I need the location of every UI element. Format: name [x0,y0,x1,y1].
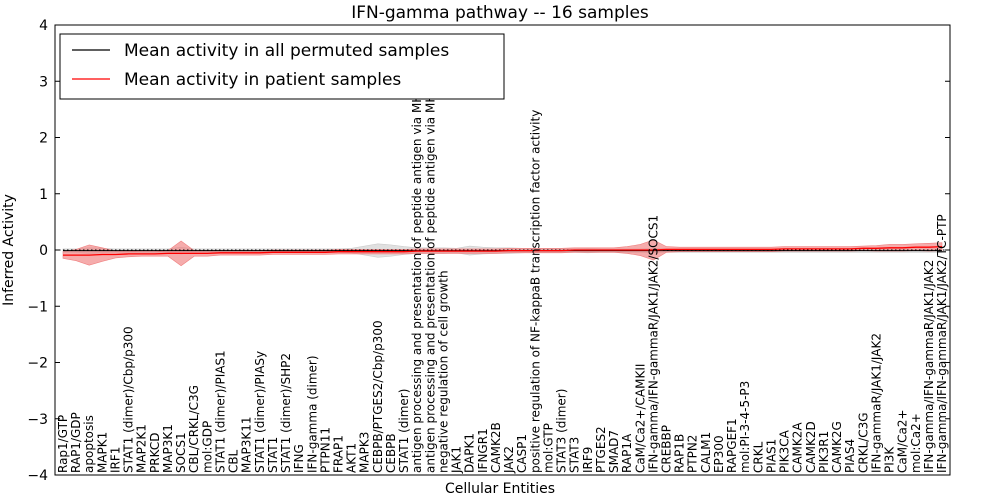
x-tick-label: CASP1 [515,434,529,473]
y-tick-label: 2 [39,131,48,147]
x-tick-label: PIK3CA [778,429,792,473]
y-tick-label: −2 [27,356,48,372]
y-tick-label: −4 [27,468,48,484]
x-tick-label: RAPGEF1 [725,418,739,473]
x-tick-label: FRAP1 [332,435,346,473]
x-tick-label: MAP3K11 [240,416,254,473]
x-tick-label: STAT1 (dimer)/PIASy [253,351,267,473]
x-axis-label: Cellular Entities [445,481,555,497]
x-tick-label: EP300 [712,435,726,473]
x-tick-label: MAPK1 [95,432,109,473]
x-tick-label: MAPK3 [358,432,372,473]
x-tick-label: IRF9 [581,447,595,473]
x-tick-label: CAMK2D [804,421,818,473]
x-tick-label: STAT3 (dimer) [555,389,569,473]
x-tick-label: PI3K [883,446,897,473]
x-tick-label: negative regulation of cell growth [437,270,451,473]
series-lines [63,245,943,256]
x-tick-label: CAMK2G [830,421,844,473]
x-tick-label: CEBPB/PTGES2/Cbp/p300 [371,320,385,473]
x-tick-label: MAP2K1 [135,424,149,473]
x-tick-label: mol:GTP [541,423,555,473]
x-tick-label: CALM1 [699,432,713,473]
x-tick-label: IFNG [292,444,306,473]
y-tick-label: 4 [39,18,48,34]
legend: Mean activity in all permuted samples Me… [59,33,505,100]
x-tick-label: AKT1 [345,443,359,473]
x-tick-label: PIAS4 [843,439,857,473]
x-tick-label: STAT1 (dimer)/Cbp/p300 [122,326,136,473]
x-tick-label: DAPK1 [463,433,477,473]
x-tick-label: JAK2 [502,446,516,474]
x-tick-labels: Rap1/GTP RAP1/GDP apoptosis MAPK1 IRF1 STAT1 … [56,41,949,474]
x-tick-label: STAT1 (dimer) [397,389,411,473]
x-tick-label: STAT1 [266,437,280,473]
x-tick-label: MAP3K1 [161,424,175,473]
x-tick-label: RAP1B [673,434,687,473]
patient-series-line [63,245,943,256]
legend-label-patient: Mean activity in patient samples [124,70,401,90]
x-tick-label: JAK1 [450,446,464,474]
x-tick-label: CAMK2A [791,422,805,473]
x-tick-label: STAT3 [568,437,582,473]
chart-title: IFN-gamma pathway -- 16 samples [351,3,649,23]
x-tick-label: CAMK2B [489,422,503,473]
x-tick-label: IFN-gamma/IFN-gammaR/JAK1/JAK2/SOCS1 [646,215,660,473]
x-tick-label: CEBPB [384,433,398,473]
x-tick-label: IFN-gamma (dimer) [305,355,319,473]
x-tick-label: PIAS1 [764,439,778,473]
x-tick-label: Rap1/GTP [56,415,70,473]
x-tick-label: antigen processing and presentation of p… [423,41,437,473]
x-tick-label: mol:GDP [200,421,214,473]
x-tick-label: CBL/CRKL/C3G [187,385,201,473]
y-axis-label: Inferred Activity [1,194,17,306]
x-tick-label: IFN-gamma/IFN-gammaR/JAK1/JAK2 [922,260,936,473]
x-tick-label: IFN-gammaR/JAK1/JAK2 [869,333,883,473]
x-tick-label: IFNGR1 [476,428,490,473]
x-tick-label: CREBBP [660,425,674,473]
x-tick-label: mol:PI-3-4-5-P3 [738,381,752,473]
x-tick-label: CRKL [751,441,765,473]
x-tick-label: IFN-gamma/IFN-gammaR/JAK1/JAK2/TC-PTP [935,214,949,473]
x-tick-label: apoptosis [82,415,96,473]
x-tick-label: SOCS1 [174,432,188,473]
x-tick-label: CaM/Ca2+/CAMKII [633,364,647,473]
x-tick-label: PTPN11 [318,427,332,473]
x-tick-label: STAT1 (dimer)/SHP2 [279,353,293,473]
x-tick-label: IRF1 [109,447,123,473]
y-axis: 4 3 2 1 0 −1 −2 −3 −4 [27,18,950,484]
x-tick-label: SMAD7 [607,430,621,473]
x-tick-label: CBL [227,449,241,473]
y-tick-label: 3 [39,74,48,90]
x-tick-label: mol:Ca2+ [909,413,923,473]
legend-box [59,33,505,100]
x-tick-label: PTGES2 [594,426,608,473]
x-tick-label: antigen processing and presentation of p… [410,44,424,473]
y-tick-label: −3 [27,412,48,428]
x-tick-label: PTPN2 [686,435,700,473]
y-tick-label: −1 [27,299,48,315]
y-tick-label: 0 [39,243,48,259]
x-tick-label: positive regulation of NF-kappaB transcr… [528,110,542,473]
x-tick-label: CaM/Ca2+ [896,409,910,473]
x-tick-label: CRKL/C3G [856,412,870,473]
x-tick-label: PRKCD [148,433,162,473]
legend-label-permuted: Mean activity in all permuted samples [124,41,449,61]
y-tick-label: 1 [39,187,48,203]
x-tick-label: RAP1/GDP [69,412,83,473]
x-tick-label: RAP1A [620,433,634,473]
x-tick-label: PIK3R1 [817,431,831,473]
x-tick-label: STAT1 (dimer)/PIAS1 [213,350,227,473]
